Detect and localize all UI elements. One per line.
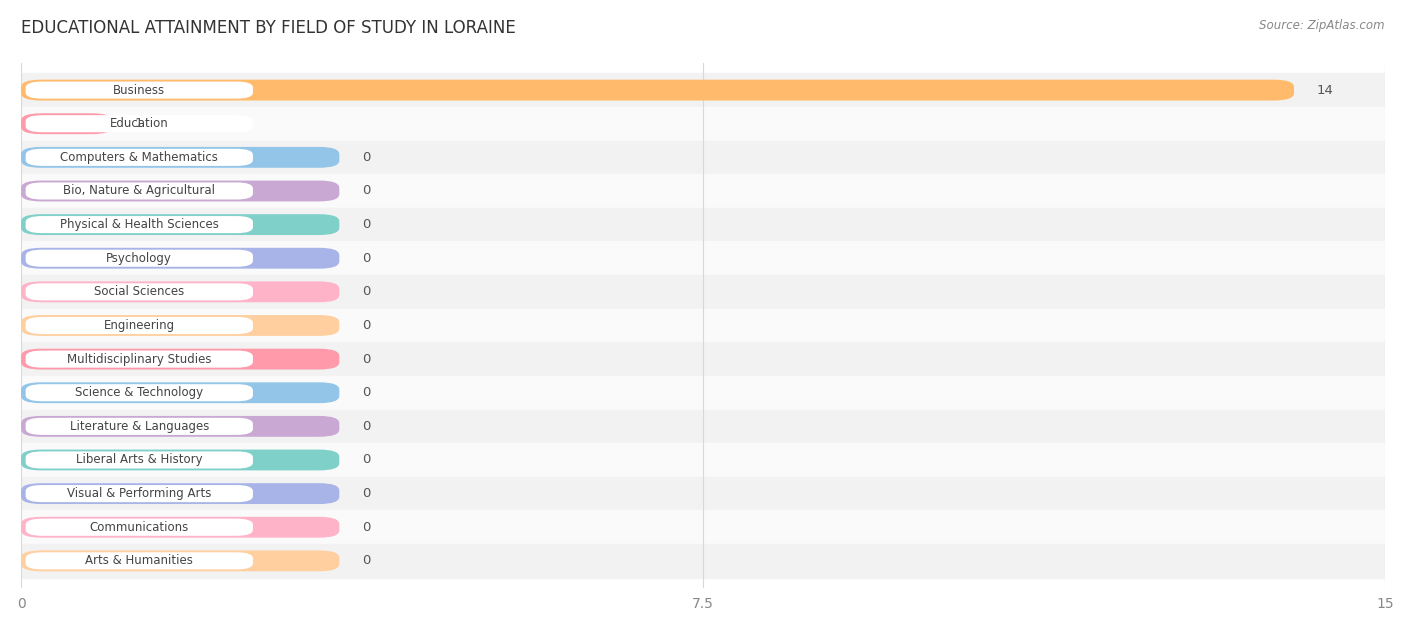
FancyBboxPatch shape (21, 214, 339, 235)
Text: Psychology: Psychology (107, 252, 172, 265)
Text: Liberal Arts & History: Liberal Arts & History (76, 454, 202, 466)
Bar (21, 140, 1385, 174)
Text: 0: 0 (363, 353, 370, 365)
Bar (21, 544, 1385, 578)
Text: 0: 0 (363, 286, 370, 298)
Text: 0: 0 (363, 454, 370, 466)
FancyBboxPatch shape (21, 349, 339, 370)
Bar (21, 511, 1385, 544)
Text: Physical & Health Sciences: Physical & Health Sciences (60, 218, 219, 231)
Bar (21, 477, 1385, 511)
FancyBboxPatch shape (25, 149, 253, 166)
FancyBboxPatch shape (25, 552, 253, 569)
Text: 0: 0 (363, 319, 370, 332)
FancyBboxPatch shape (21, 315, 339, 336)
FancyBboxPatch shape (25, 216, 253, 233)
FancyBboxPatch shape (25, 485, 253, 502)
FancyBboxPatch shape (25, 418, 253, 435)
Text: Literature & Languages: Literature & Languages (70, 420, 209, 433)
Bar (21, 107, 1385, 140)
Text: 1: 1 (135, 117, 143, 130)
FancyBboxPatch shape (25, 82, 253, 99)
FancyBboxPatch shape (21, 483, 339, 504)
FancyBboxPatch shape (21, 416, 339, 437)
FancyBboxPatch shape (21, 449, 339, 470)
Text: Communications: Communications (90, 521, 188, 534)
Text: 0: 0 (363, 218, 370, 231)
FancyBboxPatch shape (21, 113, 112, 134)
FancyBboxPatch shape (21, 382, 339, 403)
Bar (21, 410, 1385, 443)
FancyBboxPatch shape (25, 250, 253, 267)
Bar (21, 443, 1385, 477)
Text: Education: Education (110, 117, 169, 130)
Bar (21, 343, 1385, 376)
Text: Multidisciplinary Studies: Multidisciplinary Studies (67, 353, 211, 365)
Text: 0: 0 (363, 554, 370, 568)
Text: 0: 0 (363, 521, 370, 534)
Text: EDUCATIONAL ATTAINMENT BY FIELD OF STUDY IN LORAINE: EDUCATIONAL ATTAINMENT BY FIELD OF STUDY… (21, 19, 516, 37)
FancyBboxPatch shape (25, 183, 253, 200)
Text: 0: 0 (363, 252, 370, 265)
Text: Visual & Performing Arts: Visual & Performing Arts (67, 487, 211, 500)
FancyBboxPatch shape (21, 517, 339, 538)
FancyBboxPatch shape (25, 519, 253, 536)
Text: 0: 0 (363, 386, 370, 399)
FancyBboxPatch shape (21, 147, 339, 167)
Text: Arts & Humanities: Arts & Humanities (86, 554, 193, 568)
Bar (21, 174, 1385, 208)
FancyBboxPatch shape (21, 181, 339, 202)
Text: Bio, Nature & Agricultural: Bio, Nature & Agricultural (63, 185, 215, 197)
FancyBboxPatch shape (25, 283, 253, 300)
FancyBboxPatch shape (21, 550, 339, 571)
Text: Computers & Mathematics: Computers & Mathematics (60, 151, 218, 164)
Bar (21, 376, 1385, 410)
FancyBboxPatch shape (21, 80, 1294, 100)
Text: Science & Technology: Science & Technology (76, 386, 204, 399)
Text: 0: 0 (363, 420, 370, 433)
Bar (21, 308, 1385, 343)
Text: Business: Business (114, 83, 166, 97)
Text: Social Sciences: Social Sciences (94, 286, 184, 298)
Bar (21, 241, 1385, 275)
Text: 0: 0 (363, 487, 370, 500)
Text: Source: ZipAtlas.com: Source: ZipAtlas.com (1260, 19, 1385, 32)
FancyBboxPatch shape (25, 451, 253, 468)
Bar (21, 73, 1385, 107)
FancyBboxPatch shape (25, 351, 253, 368)
Text: 14: 14 (1317, 83, 1334, 97)
FancyBboxPatch shape (25, 317, 253, 334)
FancyBboxPatch shape (21, 248, 339, 269)
FancyBboxPatch shape (21, 281, 339, 302)
Text: Engineering: Engineering (104, 319, 174, 332)
Text: 0: 0 (363, 151, 370, 164)
Bar (21, 208, 1385, 241)
Text: 0: 0 (363, 185, 370, 197)
Bar (21, 275, 1385, 308)
FancyBboxPatch shape (25, 384, 253, 401)
FancyBboxPatch shape (25, 115, 253, 132)
